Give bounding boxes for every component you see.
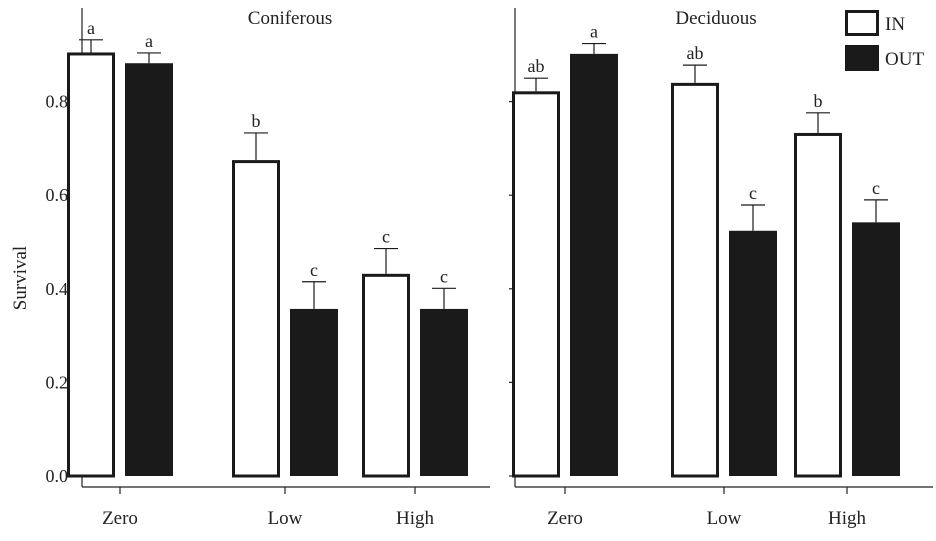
x-tick-label: High [396, 508, 435, 529]
bar-in [362, 273, 410, 478]
significance-letter: ab [687, 43, 704, 63]
bar-out [729, 230, 777, 476]
y-axis-label: Survival [10, 246, 31, 310]
legend-swatch-in [845, 10, 879, 36]
significance-letter: c [749, 183, 757, 203]
significance-letter: ab [528, 56, 545, 76]
significance-letter: c [310, 260, 318, 280]
bar-in [232, 160, 280, 478]
y-tick-label: 0.6 [46, 185, 69, 205]
legend-swatch-out [845, 45, 879, 71]
significance-letter: a [590, 22, 598, 42]
x-tick-label: Low [268, 508, 303, 529]
x-tick-label: Low [707, 508, 742, 529]
significance-letter: a [87, 18, 95, 38]
significance-letter: c [440, 266, 448, 286]
bar-in [671, 82, 719, 478]
bar-in [794, 132, 842, 478]
bar-in [67, 52, 115, 478]
significance-letter: a [145, 31, 153, 51]
legend-label-in: IN [885, 14, 905, 35]
significance-letter: c [872, 178, 880, 198]
x-tick-label: Zero [102, 508, 138, 529]
y-tick-label: 0.8 [46, 92, 69, 112]
bar-in [512, 91, 560, 478]
panel-deciduous: Zero Low High Deciduous ab ab b a c c [509, 8, 933, 529]
bar-out [290, 308, 338, 476]
bar-out [570, 53, 618, 476]
legend: IN OUT [845, 10, 924, 71]
bar-out [125, 63, 173, 476]
y-tick-label: 0.4 [46, 279, 69, 299]
bar-out [852, 222, 900, 476]
x-tick-label: High [828, 508, 867, 529]
significance-letter: b [814, 91, 823, 111]
panel-title: Deciduous [675, 8, 756, 29]
legend-label-out: OUT [885, 49, 924, 70]
y-tick-label: 0.0 [46, 466, 69, 486]
panel-title: Coniferous [248, 8, 332, 29]
panel-coniferous: 0.0 0.2 0.4 0.6 0.8 Zero Low High Coniferous a b c a… [46, 8, 490, 529]
significance-letter: b [252, 111, 261, 131]
bar-out [420, 308, 468, 476]
x-tick-label: Zero [547, 508, 583, 529]
significance-letter: c [382, 227, 390, 247]
y-tick-label: 0.2 [46, 372, 69, 392]
